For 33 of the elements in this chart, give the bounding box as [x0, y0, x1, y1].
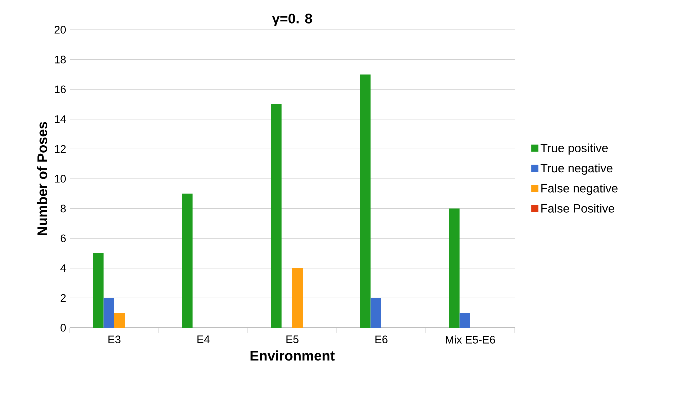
bar: [271, 104, 282, 328]
y-tick-label: 6: [60, 234, 66, 242]
legend-label: False Positive: [542, 204, 614, 213]
y-tick-label: 14: [55, 116, 66, 124]
legend-label: True negative: [540, 164, 613, 176]
bar: [104, 298, 114, 328]
bar: [114, 313, 126, 328]
bar: [360, 74, 371, 328]
y-tick-label: 20: [54, 26, 66, 34]
y-tick-label: 0: [60, 324, 66, 332]
bar: [370, 298, 382, 328]
x-tick-label: E6: [376, 336, 388, 344]
x-tick-label: E3: [108, 336, 121, 344]
bar: [292, 268, 304, 328]
x-tick-label: E5: [286, 336, 299, 344]
y-tick-label: 2: [60, 294, 66, 302]
y-tick-label: 8: [60, 204, 66, 213]
bar: [182, 194, 193, 328]
x-axis-title: Environment: [250, 350, 335, 361]
bar: [93, 254, 104, 328]
y-tick-label: 10: [55, 175, 66, 183]
y-tick-label: 4: [60, 264, 66, 272]
bar: [449, 208, 460, 328]
x-tick-label: E4: [198, 336, 210, 344]
y-tick-label: 16: [55, 86, 66, 94]
legend-label: False negative: [542, 184, 618, 196]
y-tick-label: 12: [55, 145, 66, 154]
chart-title: γ=0. 8: [272, 14, 312, 26]
y-tick-label: 18: [55, 56, 66, 64]
x-tick-label: Mix E5-E6: [446, 336, 496, 344]
legend-label: True positive: [540, 144, 608, 155]
bar: [460, 313, 470, 328]
y-axis-title: Number of Poses: [37, 122, 48, 236]
